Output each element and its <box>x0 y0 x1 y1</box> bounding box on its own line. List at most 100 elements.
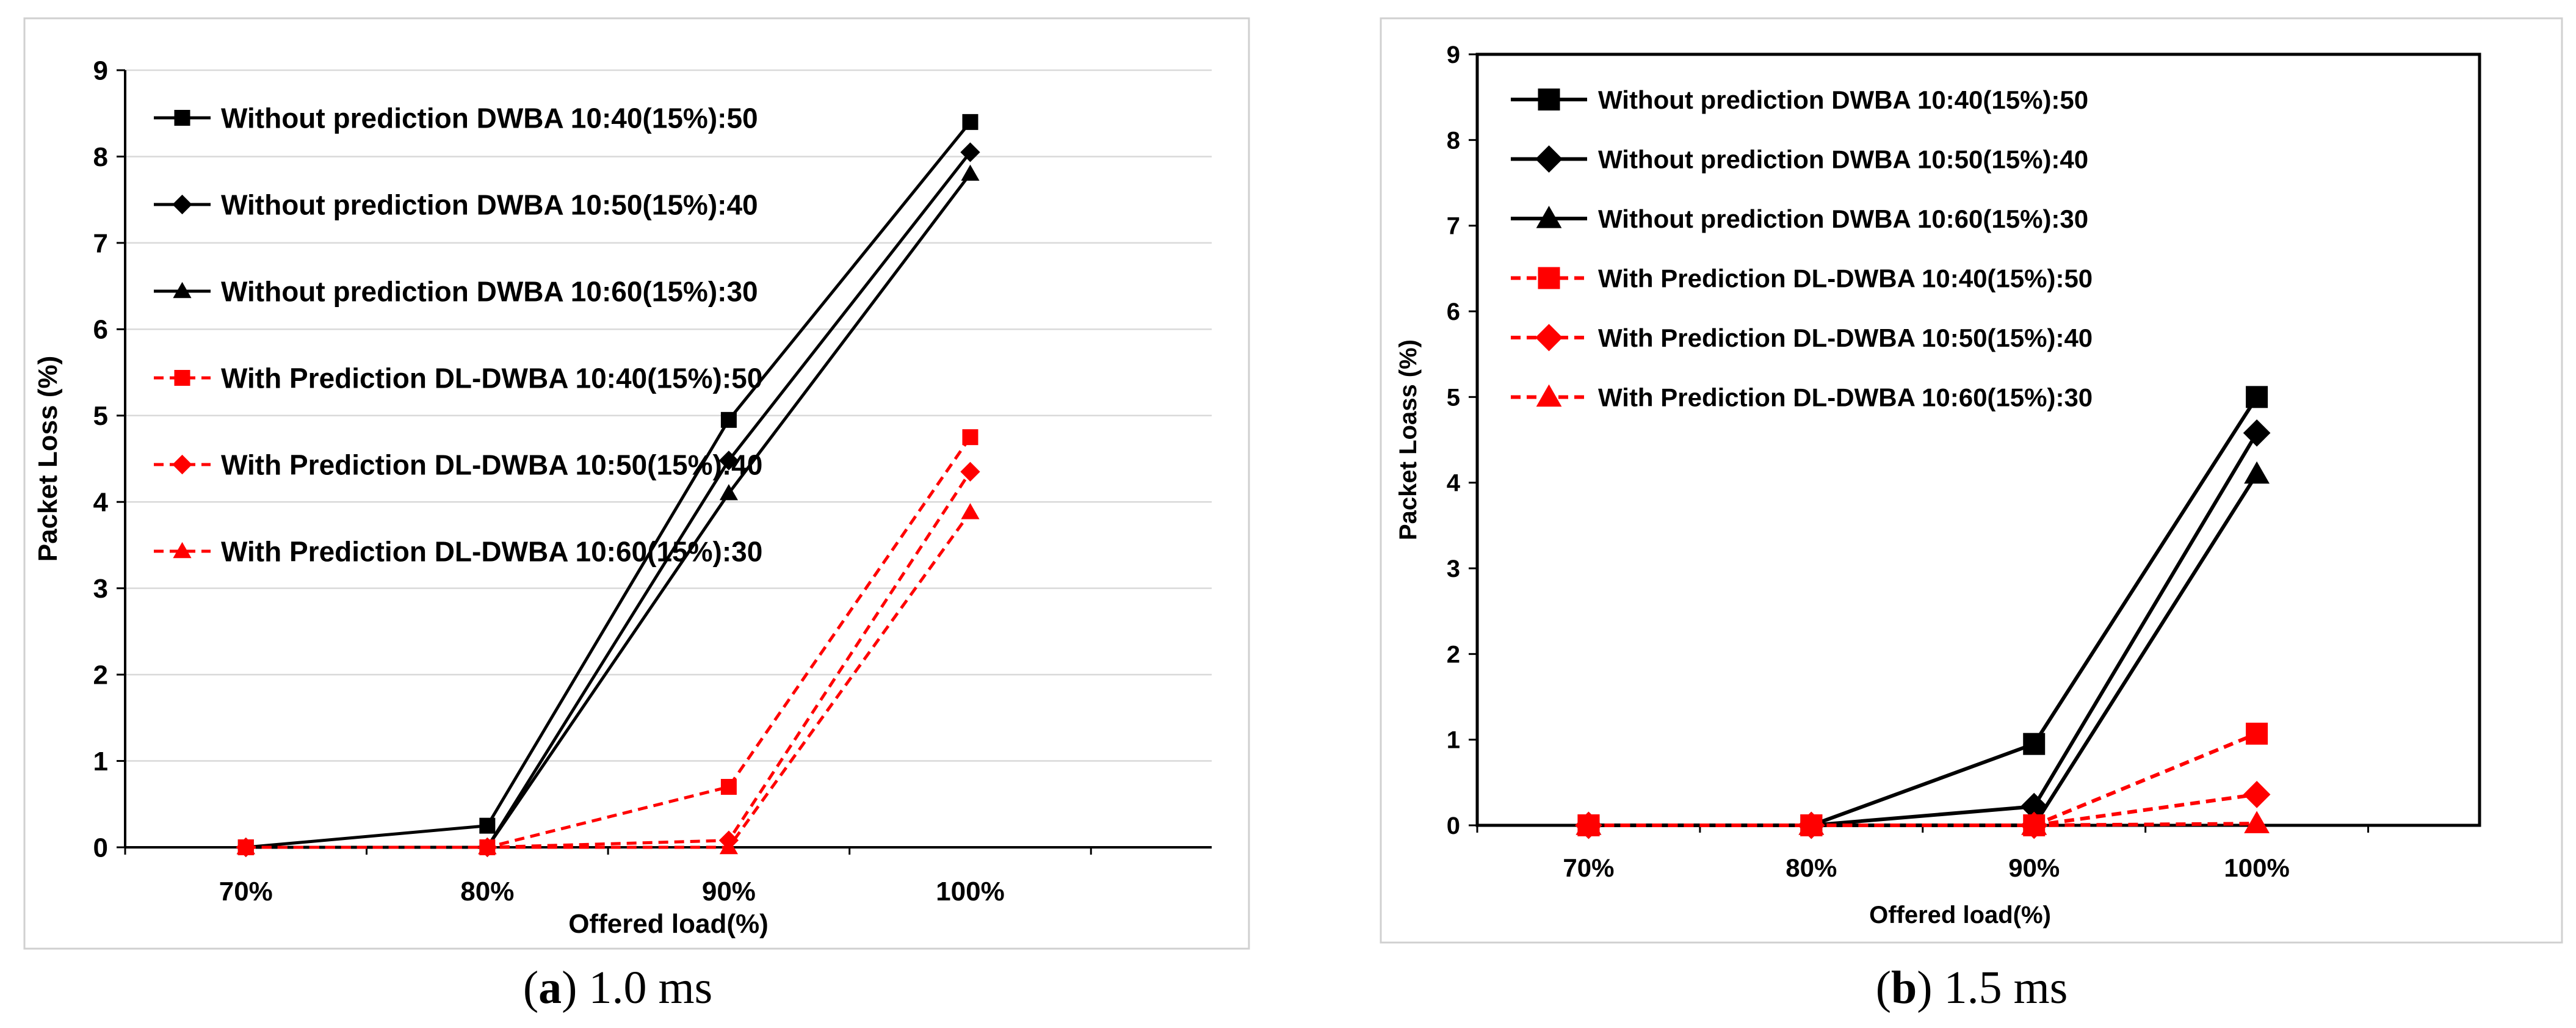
y-tick-label: 1 <box>93 747 108 776</box>
caption-open-paren: ( <box>1876 962 1891 1013</box>
y-axis-title: Packet Loss (%) <box>33 356 63 562</box>
data-point <box>2246 722 2268 745</box>
y-tick-label: 6 <box>1447 299 1460 325</box>
x-tick-label: 80% <box>1785 853 1837 882</box>
legend-label: With Prediction DL-DWBA 10:50(15%):40 <box>221 449 762 481</box>
legend-label: With Prediction DL-DWBA 10:50(15%):40 <box>1598 324 2093 352</box>
legend-label: Without prediction DWBA 10:50(15%):40 <box>1598 145 2088 174</box>
x-axis-title: Offered load(%) <box>568 909 769 939</box>
x-axis-title: Offered load(%) <box>1869 902 2051 928</box>
caption-close-paren: ) <box>562 962 588 1013</box>
legend-marker <box>173 281 192 299</box>
caption-open-paren: ( <box>523 962 538 1013</box>
y-tick-label: 9 <box>1447 42 1460 68</box>
figure-caption: (a) 1.0 ms <box>523 962 712 1013</box>
y-tick-label: 3 <box>93 574 108 604</box>
legend-marker <box>1538 89 1560 110</box>
caption-label: b <box>1891 962 1917 1013</box>
y-tick-label: 1 <box>1447 727 1460 754</box>
x-tick-label: 90% <box>702 877 756 907</box>
series-line <box>245 121 972 849</box>
data-point <box>720 778 737 795</box>
legend-marker <box>1536 206 1562 228</box>
legend-marker <box>1535 145 1563 173</box>
data-point <box>2023 733 2046 755</box>
data-point <box>719 483 738 501</box>
legend-marker <box>172 454 192 475</box>
legend-marker <box>174 110 190 126</box>
legend-marker <box>1536 384 1562 407</box>
y-tick-label: 7 <box>93 228 108 258</box>
legend-label: Without prediction DWBA 10:60(15%):30 <box>1598 205 2088 233</box>
legend-marker <box>172 194 192 215</box>
x-tick-label: 90% <box>2008 853 2060 882</box>
legend-entry: Without prediction DWBA 10:50(15%):40 <box>154 189 758 221</box>
legend-marker <box>1538 267 1560 289</box>
caption-close-paren: ) <box>1917 962 1944 1013</box>
legend-entry: Without prediction DWBA 10:40(15%):50 <box>154 103 758 134</box>
y-tick-label: 2 <box>1447 641 1460 668</box>
legend-entry: With Prediction DL-DWBA 10:40(15%):50 <box>1511 264 2093 293</box>
data-point <box>1576 813 1602 835</box>
data-point <box>2020 792 2048 820</box>
data-point <box>719 838 738 855</box>
caption-label: a <box>538 962 562 1013</box>
chart-frame <box>1380 17 2563 944</box>
legend-label: With Prediction DL-DWBA 10:40(15%):50 <box>1598 264 2093 293</box>
y-tick-label: 0 <box>93 833 108 863</box>
data-point <box>720 411 737 428</box>
y-tick-label: 6 <box>93 315 108 345</box>
y-tick-label: 4 <box>93 488 109 518</box>
data-point <box>2246 386 2268 408</box>
legend-label: Without prediction DWBA 10:40(15%):50 <box>221 103 758 134</box>
data-point <box>236 838 255 855</box>
figure-caption: (b) 1.5 ms <box>1876 962 2068 1013</box>
y-axis-title: Packet Loass (%) <box>1395 339 1422 540</box>
series-6 <box>1576 811 2270 835</box>
legend-entry: Without prediction DWBA 10:60(15%):30 <box>1511 205 2088 233</box>
legend-entry: With Prediction DL-DWBA 10:60(15%):30 <box>154 536 762 568</box>
caption-text: 1.0 ms <box>588 962 712 1013</box>
legend-entry: With Prediction DL-DWBA 10:50(15%):40 <box>1511 324 2093 352</box>
data-point <box>479 817 496 834</box>
chart-frame <box>23 17 1250 950</box>
legend-label: With Prediction DL-DWBA 10:40(15%):50 <box>221 363 762 394</box>
data-point <box>2243 419 2271 447</box>
y-tick-label: 7 <box>1447 213 1460 240</box>
series-line <box>245 511 972 849</box>
legend-entry: Without prediction DWBA 10:50(15%):40 <box>1511 145 2088 174</box>
y-tick-label: 4 <box>1447 470 1461 497</box>
x-tick-label: 100% <box>2224 853 2289 882</box>
x-tick-label: 80% <box>460 877 514 907</box>
legend-marker <box>1535 324 1563 352</box>
data-point <box>2244 811 2270 833</box>
legend-entry: Without prediction DWBA 10:60(15%):30 <box>154 276 758 308</box>
chart-panel-b: 0 1 2 3 4 5 6 7 8 9 70% 80% 90% 100% Offered load(%) Pa… <box>1380 17 2563 1013</box>
caption-text: 1.5 ms <box>1944 962 2068 1013</box>
data-point <box>961 164 980 181</box>
y-tick-label: 8 <box>93 142 108 172</box>
data-point <box>962 429 979 446</box>
data-point <box>960 142 980 162</box>
data-point <box>718 451 739 471</box>
y-tick-label: 8 <box>1447 127 1460 154</box>
legend-entry: With Prediction DL-DWBA 10:60(15%):30 <box>1511 383 2093 412</box>
legend-marker <box>174 370 190 386</box>
data-point <box>478 838 497 855</box>
data-point <box>2021 813 2047 835</box>
data-point <box>1798 813 1825 835</box>
data-point <box>2243 781 2271 808</box>
x-tick-label: 100% <box>936 877 1005 907</box>
series-6 <box>236 503 980 855</box>
y-tick-label: 9 <box>93 56 108 85</box>
legend-label: Without prediction DWBA 10:40(15%):50 <box>1598 85 2088 114</box>
y-tick-label: 0 <box>1447 813 1460 839</box>
data-point <box>962 114 979 130</box>
x-tick-label: 70% <box>219 877 273 907</box>
legend-entry: Without prediction DWBA 10:40(15%):50 <box>1511 85 2088 114</box>
y-tick-label: 2 <box>93 661 108 690</box>
legend-entry: With Prediction DL-DWBA 10:40(15%):50 <box>154 363 762 394</box>
y-tick-label: 5 <box>1447 384 1460 411</box>
